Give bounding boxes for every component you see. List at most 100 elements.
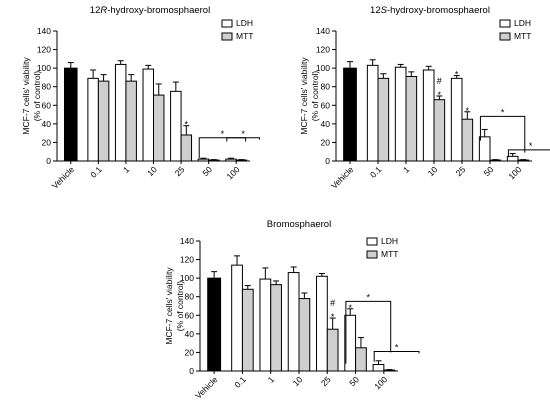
bar-mtt-1 [241, 288, 254, 372]
x-tick-label: 1 [121, 164, 132, 175]
chart-panel-3: Bromosphaerol MCF-7 cells' viability (% of… [164, 219, 420, 401]
significance-star: * [348, 303, 352, 313]
bar-ldh-2 [394, 66, 407, 162]
bar-ldh-6 [506, 155, 519, 162]
y-tick-label: 20 [185, 347, 195, 357]
bar-mtt-3 [153, 94, 165, 162]
bar-mtt-4 [326, 328, 339, 372]
significance-bracket [345, 300, 392, 364]
x-tick-label: 10 [291, 374, 305, 388]
hash-marker: # [330, 298, 335, 308]
x-tick-label: 25 [173, 164, 187, 178]
bar-mtt-6 [235, 159, 248, 162]
bracket-star: * [501, 107, 505, 117]
y-tick-label: 80 [321, 82, 331, 92]
y-tick-label: 140 [37, 26, 51, 36]
legend-label-ldh: LDH [236, 18, 253, 28]
significance-star: * [331, 312, 335, 322]
legend-swatch-mtt [221, 32, 233, 41]
bar-mtt-5 [355, 347, 367, 372]
bracket-star: * [395, 343, 399, 353]
legend-swatch-mtt [366, 250, 378, 259]
y-tick-label: 60 [321, 100, 331, 110]
y-axis-label: MCF-7 cells' viability [21, 57, 31, 135]
x-tick-label: 10 [145, 164, 159, 178]
bar-vehicle [343, 67, 357, 162]
bar-mtt-5 [489, 159, 502, 162]
bar-ldh-5 [197, 158, 210, 162]
bar-mtt-6 [517, 159, 530, 162]
y-tick-label: 60 [185, 310, 195, 320]
chart-title: 12S-hydroxy-bromosphaerol [370, 5, 490, 16]
x-tick-label: 50 [347, 374, 361, 388]
bar-vehicle [207, 277, 222, 372]
y-tick-label: 0 [189, 366, 194, 376]
bar-mtt-1 [97, 80, 110, 162]
x-tick-label: 100 [225, 164, 242, 181]
y-tick-label: 40 [42, 119, 52, 129]
bar-ldh-1 [87, 77, 99, 162]
significance-star: * [438, 90, 442, 100]
bracket-star: * [221, 129, 225, 139]
significance-bracket [226, 137, 260, 142]
bar-ldh-4 [170, 90, 182, 162]
x-tick-label: Vehicle [50, 164, 77, 191]
x-tick-label: 25 [454, 164, 468, 178]
bar-ldh-4 [450, 77, 463, 162]
bar-mtt-6 [383, 369, 396, 372]
bar-ldh-6 [225, 158, 237, 162]
bar-ldh-4 [316, 275, 328, 372]
bar-mtt-2 [270, 284, 282, 372]
x-tick-label: 100 [506, 164, 523, 181]
y-tick-label: 140 [316, 26, 330, 36]
y-tick-label: 0 [46, 156, 51, 166]
significance-star: * [466, 106, 470, 116]
legend-swatch-ldh [221, 19, 233, 28]
x-tick-label: 1 [401, 164, 412, 175]
hash-marker: # [437, 76, 442, 86]
bar-ldh-6 [372, 364, 385, 372]
y-tick-label: 100 [316, 63, 330, 73]
x-tick-label: 25 [319, 374, 333, 388]
y-axis-label: MCF-7 cells' viability [299, 57, 309, 135]
bar-mtt-4 [180, 134, 193, 162]
y-axis-label-unit: (% of control) [175, 281, 185, 332]
legend-swatch-mtt [499, 32, 511, 41]
y-tick-label: 120 [37, 45, 51, 55]
x-tick-label: Vehicle [193, 374, 220, 401]
bar-mtt-1 [377, 77, 390, 162]
bar-mtt-2 [125, 80, 137, 162]
chart-title: 12R-hydroxy-bromosphaerol [90, 5, 210, 16]
chart-title: Bromosphaerol [267, 219, 331, 230]
bar-ldh-1 [366, 64, 379, 162]
y-tick-label: 140 [180, 236, 194, 246]
y-tick-label: 120 [316, 45, 330, 55]
y-tick-label: 40 [321, 119, 331, 129]
y-tick-label: 60 [42, 100, 52, 110]
y-tick-label: 80 [185, 292, 195, 302]
legend-swatch-ldh [366, 237, 378, 246]
legend-swatch-ldh [499, 19, 511, 28]
y-axis-label: MCF-7 cells' viability [164, 267, 174, 345]
y-axis-label-unit: (% of control) [310, 71, 320, 122]
y-tick-label: 80 [42, 82, 52, 92]
bar-mtt-5 [208, 159, 220, 162]
chart-panel-1: 12R-hydroxy-bromosphaerol MCF-7 cells' vi… [21, 5, 260, 191]
significance-bracket [479, 115, 526, 153]
chart-panel-2: 12S-hydroxy-bromosphaerol MCF-7 cells' vi… [299, 5, 550, 191]
x-tick-label: 50 [200, 164, 214, 178]
bar-ldh-3 [422, 69, 435, 162]
x-tick-label: 100 [372, 374, 389, 391]
significance-bracket [198, 137, 247, 159]
bar-vehicle [63, 67, 78, 162]
bar-ldh-3 [142, 68, 154, 162]
bracket-star: * [367, 292, 371, 302]
x-tick-label: 10 [426, 164, 440, 178]
x-tick-label: Vehicle [329, 164, 356, 191]
y-tick-label: 20 [321, 137, 331, 147]
bar-ldh-2 [114, 63, 127, 162]
x-tick-label: 1 [266, 374, 277, 385]
legend-label-mtt: MTT [236, 31, 253, 41]
bar-ldh-3 [287, 272, 300, 372]
